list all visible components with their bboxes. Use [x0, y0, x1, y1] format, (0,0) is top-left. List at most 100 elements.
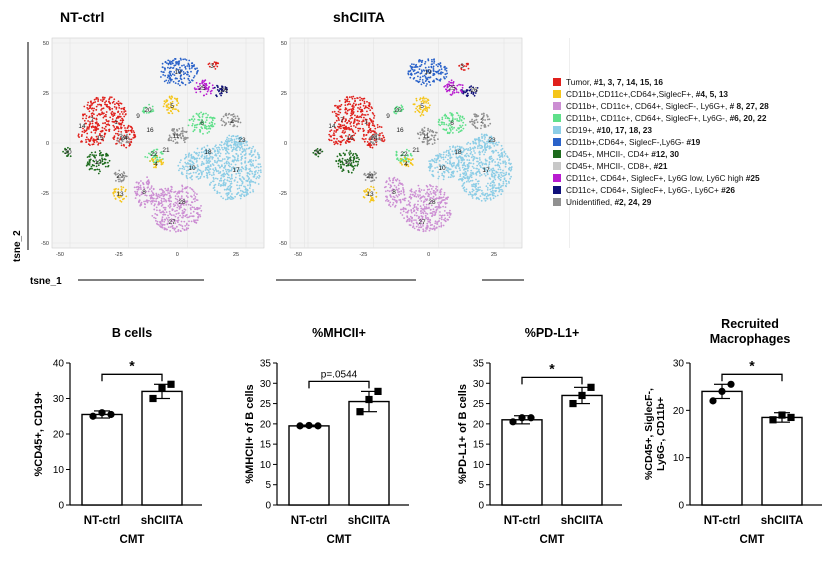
data-point — [778, 411, 786, 419]
tsne-cluster — [133, 176, 155, 209]
cluster-legend: Tumor, #1, 3, 7, 14, 15, 16 CD11b+,CD11c+… — [553, 76, 828, 208]
legend-swatch — [553, 186, 561, 194]
tsne-cluster — [312, 148, 324, 158]
tsne-title-ntctrl: NT-ctrl — [60, 9, 104, 25]
legend-swatch — [553, 198, 561, 206]
tsne-xtick-label: -50 — [294, 252, 302, 258]
tsne-cluster-label: 5 — [170, 103, 174, 110]
tsne-ytick-label: -50 — [41, 241, 49, 247]
tsne-cluster — [212, 84, 229, 98]
chart-title: Macrophages — [710, 332, 791, 346]
y-tick-label: 10 — [473, 460, 485, 471]
significance-bracket — [101, 373, 163, 382]
data-point — [89, 412, 97, 420]
tsne-xtick-label: -25 — [115, 252, 123, 258]
tsne-ytick-label: 50 — [43, 41, 49, 47]
legend-label: CD11c+, CD64+, SiglecF+, Ly6G low, Ly6C … — [566, 173, 760, 183]
tsne-cluster-label: 14 — [328, 123, 336, 130]
tsne-cluster-label: 2 — [230, 118, 234, 125]
x-tick-label: NT-ctrl — [504, 515, 540, 527]
tsne-xlabel: tsne_1 — [30, 276, 62, 287]
legend-item: Tumor, #1, 3, 7, 14, 15, 16 — [553, 76, 828, 88]
legend-item: CD11c+, CD64+, SiglecF+, Ly6G-, Ly6C+ #2… — [553, 184, 828, 196]
tsne-xtick-label: 0 — [427, 252, 430, 258]
tsne-cluster — [85, 150, 111, 175]
y-tick-label: 0 — [58, 501, 64, 512]
tsne-xtick-label: -50 — [56, 252, 64, 258]
data-point — [718, 387, 726, 395]
tsne-cluster — [141, 103, 155, 114]
tsne-ytick-label: 50 — [281, 41, 287, 47]
tsne-cluster — [149, 155, 165, 169]
y-tick-label: 5 — [265, 480, 271, 491]
tsne-cluster-label: 2 — [480, 118, 484, 125]
data-point — [107, 410, 115, 419]
y-tick-label: 25 — [473, 399, 485, 410]
legend-item: CD45+, MHCII-, CD8+, #21 — [553, 160, 828, 172]
data-point — [296, 422, 304, 430]
legend-swatch — [553, 78, 561, 86]
tsne-cluster — [363, 171, 378, 183]
tsne-cluster — [412, 96, 431, 117]
legend-swatch — [553, 150, 561, 158]
tsne-cluster-label: 22 — [400, 151, 408, 158]
data-point — [365, 395, 373, 404]
tsne-cluster — [328, 125, 357, 146]
data-point — [578, 391, 586, 400]
legend-label: CD11b+,CD11c+,CD64+,SiglecF+, #4, 5, 13 — [566, 89, 729, 99]
tsne-cluster-label: 19 — [424, 69, 432, 76]
y-axis-label: %PD-L1+ of B cells — [457, 384, 469, 484]
tsne-cluster — [220, 112, 242, 128]
tsne-cluster-label: 11 — [423, 133, 430, 140]
tsne-cluster — [113, 169, 128, 183]
x-axis-label: CMT — [740, 534, 765, 546]
tsne-cluster-label: 10 — [438, 165, 446, 172]
y-tick-label: 20 — [673, 406, 685, 417]
tsne-cluster — [443, 79, 464, 96]
tsne-cluster — [335, 149, 360, 174]
legend-swatch — [553, 90, 561, 98]
y-tick-label: 0 — [678, 501, 684, 512]
data-point — [158, 384, 166, 392]
tsne-cluster-label: 17 — [482, 167, 490, 174]
x-tick-label: NT-ctrl — [704, 515, 740, 527]
tsne-cluster-label: 21 — [162, 147, 170, 154]
tsne-cluster-label: 8 — [392, 189, 396, 196]
y-tick-label: 10 — [260, 460, 272, 471]
tsne-ytick-label: -25 — [41, 191, 49, 197]
tsne-cluster-label: 26 — [220, 87, 228, 94]
x-axis-label: CMT — [327, 534, 352, 546]
tsne-cluster-label: 16 — [146, 127, 154, 134]
bar — [81, 413, 123, 506]
legend-swatch — [553, 174, 561, 182]
y-tick-label: 30 — [473, 379, 485, 390]
y-tick-label: 30 — [673, 359, 685, 370]
tsne-cluster — [393, 104, 405, 115]
x-axis-label: CMT — [120, 534, 145, 546]
legend-swatch — [553, 162, 561, 170]
y-tick-label: 40 — [53, 359, 65, 370]
tsne-cluster — [167, 127, 189, 145]
significance-label: p=.0544 — [321, 369, 358, 380]
tsne-cluster-label: 3 — [460, 63, 464, 70]
tsne-cluster — [427, 151, 461, 181]
significance-label: * — [129, 357, 135, 373]
tsne-cluster-label: 6 — [200, 120, 204, 127]
tsne-cluster — [445, 145, 466, 160]
y-tick-label: 25 — [260, 399, 272, 410]
tsne-cluster-label: 18 — [454, 149, 462, 156]
tsne-xtick-label: 0 — [176, 252, 179, 258]
tsne-cluster-label: 1 — [364, 119, 368, 126]
tsne-cluster — [112, 123, 137, 149]
tsne-cluster-label: 20 — [144, 107, 152, 114]
y-tick-label: 20 — [53, 430, 65, 441]
tsne-ytick-label: 25 — [281, 91, 287, 97]
tsne-cluster-label: 28 — [428, 199, 436, 206]
tsne-cluster-label: 4 — [154, 161, 158, 168]
tsne-cluster — [62, 146, 72, 158]
tsne-cluster — [162, 95, 180, 115]
y-tick-label: 0 — [265, 501, 271, 512]
legend-item: CD11c+, CD64+, SiglecF+, Ly6G low, Ly6C … — [553, 172, 828, 184]
tsne-cluster-label: 15 — [96, 135, 104, 142]
